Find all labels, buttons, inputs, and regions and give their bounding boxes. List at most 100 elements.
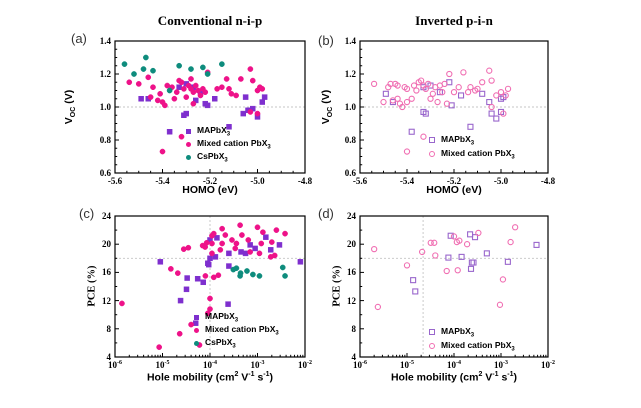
legend-item: MAPbX3	[194, 311, 279, 324]
legend-item: MAPbX3	[186, 125, 271, 138]
data-point	[268, 239, 275, 245]
legend-marker-circle	[186, 142, 191, 147]
x-tick-label: -4.8	[540, 176, 556, 186]
data-point	[399, 103, 406, 111]
series-cspbx-3-	[121, 54, 225, 94]
data-point	[475, 229, 482, 237]
data-point	[226, 250, 232, 257]
series-mixed-cation-pbx-3-	[126, 66, 266, 155]
data-point	[412, 288, 419, 295]
data-point	[273, 227, 280, 233]
legend-marker-circle	[186, 155, 191, 160]
data-point	[256, 273, 263, 279]
data-point	[202, 273, 209, 279]
data-point	[215, 272, 222, 279]
data-point	[457, 92, 465, 99]
data-point	[282, 273, 288, 279]
series-mixed-cation-pbx-3-	[370, 67, 512, 155]
data-point	[197, 92, 204, 99]
y-tick-label: 16	[347, 267, 356, 278]
data-point	[408, 128, 415, 135]
y-tick-label: 24	[347, 211, 356, 221]
data-point	[282, 230, 288, 237]
data-point	[200, 64, 206, 71]
y-axis-label: PCE (%)	[331, 265, 343, 307]
data-point	[370, 80, 378, 88]
panel-title: Inverted p-i-n	[415, 13, 493, 28]
data-point	[247, 242, 253, 248]
data-point	[188, 66, 194, 72]
data-point	[140, 66, 147, 72]
y-tick-label: 1.0	[344, 102, 356, 112]
data-point	[446, 70, 453, 78]
y-tick-label: 8	[351, 323, 357, 334]
x-tick-label: -5.0	[493, 176, 509, 186]
data-point	[497, 89, 505, 96]
y-tick-label: 20	[347, 239, 356, 250]
data-point	[493, 92, 500, 99]
data-point	[432, 252, 439, 259]
data-point	[410, 277, 417, 284]
data-point	[147, 94, 154, 100]
legend-item: MAPbX3	[429, 326, 515, 338]
data-point	[443, 267, 450, 275]
data-point	[424, 80, 432, 88]
data-point	[486, 67, 493, 74]
data-point	[245, 237, 252, 243]
panel-letter: (a)	[71, 31, 87, 46]
legend: MAPbX3 Mixed cation PbX3	[429, 326, 515, 355]
data-point	[209, 240, 215, 247]
data-point	[223, 76, 230, 82]
data-point	[434, 98, 441, 106]
data-point	[192, 82, 199, 89]
data-point	[242, 94, 249, 100]
data-point	[427, 95, 434, 102]
data-point	[219, 240, 225, 247]
data-point	[479, 79, 486, 86]
series-mixed-cation-pbx-3-	[119, 222, 288, 350]
legend-item: Mixed cation PbX3	[429, 339, 515, 353]
data-point	[267, 247, 274, 253]
data-point	[258, 240, 265, 247]
x-axis-label: Hole mobility (cm2 V-1 s-1)	[390, 370, 518, 384]
data-point	[204, 102, 211, 109]
data-point	[178, 133, 185, 140]
data-point	[463, 241, 471, 248]
data-point	[403, 85, 411, 92]
legend-item: Mixed cation PbX3	[194, 324, 279, 337]
data-point	[226, 263, 232, 269]
legend-item-label: Mixed cation PbX3	[441, 147, 515, 161]
data-point	[212, 96, 218, 102]
data-point	[247, 249, 253, 255]
data-point	[499, 276, 507, 283]
data-point	[410, 82, 418, 89]
data-point	[479, 90, 486, 97]
data-point	[450, 233, 458, 240]
y-tick-label: 16	[102, 267, 111, 278]
data-point	[500, 110, 507, 117]
x-tick-label: 10-4	[203, 360, 217, 370]
legend-item-label: Mixed cation PbX3	[441, 339, 515, 353]
data-point	[131, 71, 137, 77]
data-point	[260, 229, 266, 236]
data-point	[408, 95, 415, 102]
data-point	[226, 124, 232, 130]
data-point	[237, 222, 243, 229]
x-tick-label: 10-4	[447, 360, 461, 370]
data-point	[470, 259, 477, 266]
data-point	[460, 69, 467, 76]
data-point	[207, 306, 213, 312]
data-point	[394, 95, 401, 102]
data-point	[507, 238, 514, 246]
data-point	[121, 61, 128, 67]
data-point	[135, 81, 142, 87]
data-point	[504, 85, 512, 92]
data-point	[162, 102, 168, 109]
x-axis-label: HOMO (eV)	[426, 184, 482, 196]
data-point	[226, 86, 232, 92]
data-point	[474, 85, 481, 92]
data-point	[239, 232, 245, 238]
legend-item-label: CsPbX3	[205, 337, 236, 350]
